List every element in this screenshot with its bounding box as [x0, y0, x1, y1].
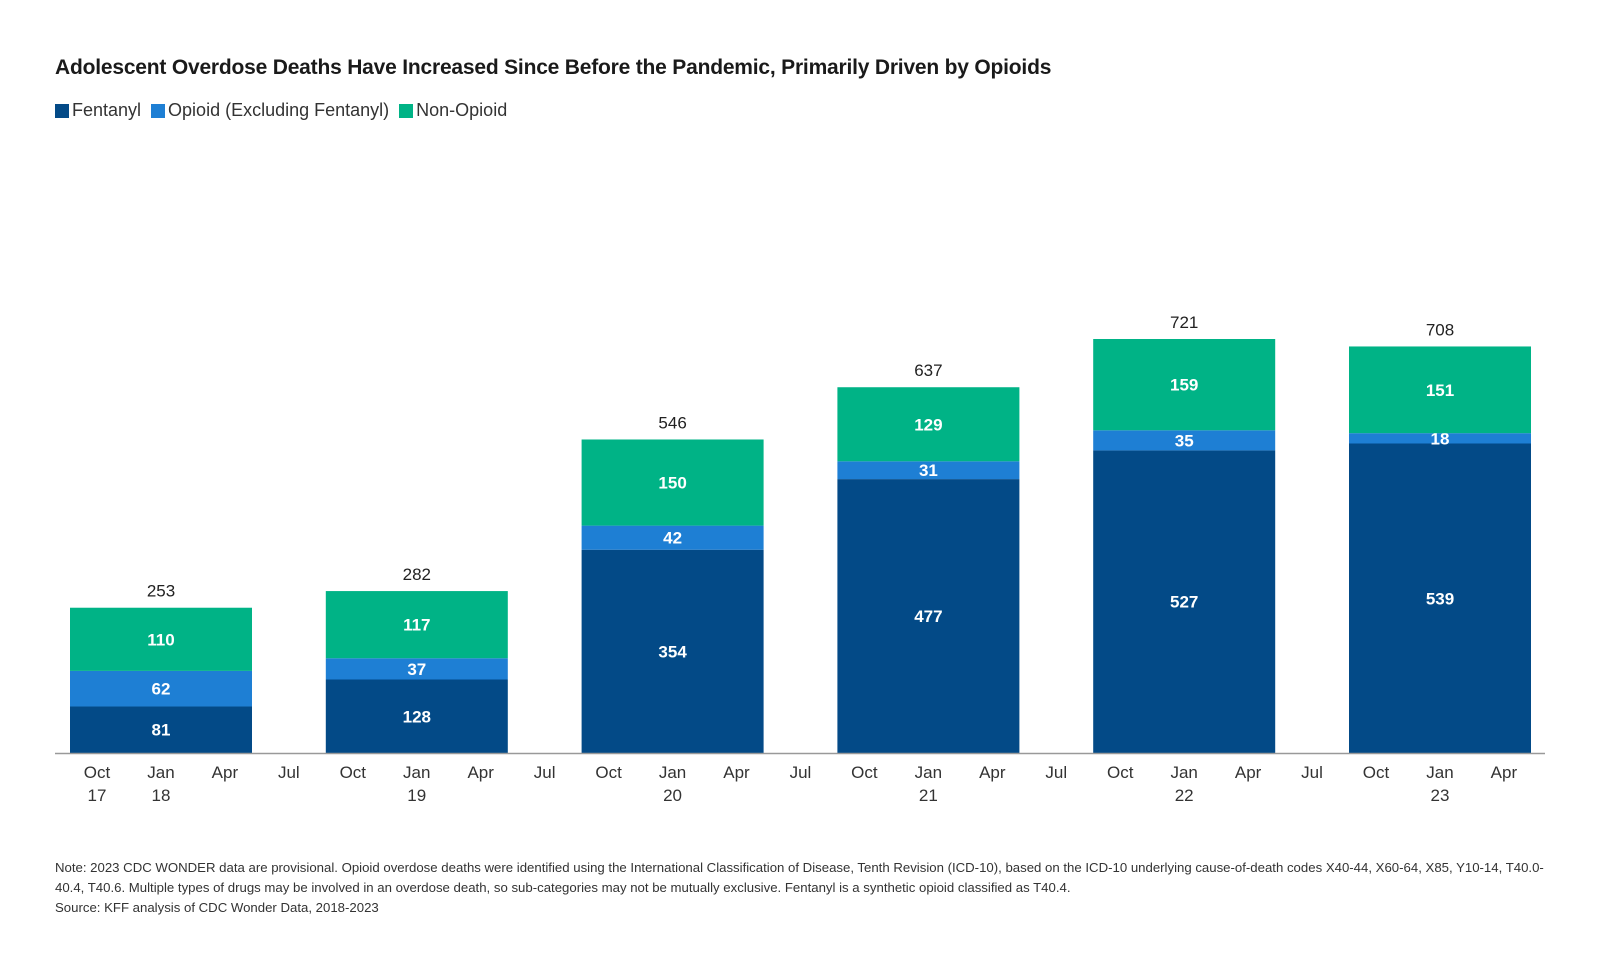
x-tick-month-label: Apr — [1491, 763, 1518, 782]
segment-value-label: 62 — [152, 680, 171, 699]
legend-label-fentanyl: Fentanyl — [72, 100, 142, 120]
legend-item-non-opioid[interactable]: Non-Opioid — [399, 100, 507, 121]
x-tick-month-label: Oct — [1107, 763, 1134, 782]
bar-total-label: 637 — [914, 361, 942, 380]
bar-segment-fentanyl[interactable] — [581, 549, 764, 753]
x-tick-month-label: Jan — [1170, 763, 1197, 782]
segment-value-label: 477 — [914, 607, 942, 626]
bar-segment-fentanyl[interactable] — [1349, 443, 1531, 753]
x-tick-month-label: Jul — [1301, 763, 1323, 782]
x-tick-year-label: 22 — [1175, 786, 1194, 805]
bar-segment-opioid-excluding-fentanyl[interactable] — [1093, 430, 1276, 451]
segment-value-label: 354 — [658, 642, 687, 661]
bar-segment-opioid-excluding-fentanyl[interactable] — [325, 658, 508, 680]
segment-value-label: 159 — [1170, 376, 1198, 395]
x-tick-month-label: Oct — [340, 763, 367, 782]
bar-total-label: 253 — [147, 582, 175, 601]
bar-segment-non-opioid[interactable] — [1093, 339, 1276, 431]
x-tick-month-label: Oct — [595, 763, 622, 782]
segment-value-label: 81 — [152, 721, 171, 740]
chart-source: Source: KFF analysis of CDC Wonder Data,… — [55, 900, 379, 915]
bar-segment-opioid-excluding-fentanyl[interactable] — [70, 670, 252, 707]
segment-value-label: 110 — [147, 630, 174, 649]
x-tick-month-label: Oct — [851, 763, 878, 782]
x-tick-month-label: Apr — [212, 763, 239, 782]
bar-segment-non-opioid[interactable] — [70, 607, 252, 671]
bar-segment-non-opioid[interactable] — [1349, 346, 1531, 434]
x-tick-month-label: Oct — [1363, 763, 1390, 782]
x-tick-month-label: Jan — [403, 763, 430, 782]
x-tick-month-label: Jan — [915, 763, 942, 782]
segment-value-label: 117 — [403, 616, 430, 635]
legend: Fentanyl Opioid (Excluding Fentanyl) Non… — [55, 100, 507, 121]
x-tick-month-label: Jan — [1426, 763, 1453, 782]
x-tick-year-label: 19 — [407, 786, 426, 805]
legend-item-fentanyl[interactable]: Fentanyl — [55, 100, 141, 121]
segment-value-label: 527 — [1170, 593, 1198, 612]
x-tick-month-label: Jul — [1045, 763, 1067, 782]
segment-value-label: 37 — [407, 660, 426, 679]
segment-value-label: 31 — [919, 461, 938, 480]
legend-swatch-fentanyl — [55, 103, 69, 118]
x-tick-year-label: 21 — [919, 786, 938, 805]
x-tick-month-label: Jul — [534, 763, 556, 782]
x-tick-month-label: Jul — [790, 763, 812, 782]
x-tick-month-label: Oct — [84, 763, 111, 782]
x-tick-year-label: 20 — [663, 786, 682, 805]
bar-segment-fentanyl[interactable] — [1093, 450, 1276, 753]
segment-value-label: 539 — [1426, 589, 1454, 608]
segment-value-label: 18 — [1431, 429, 1450, 448]
bar-segment-fentanyl[interactable] — [837, 479, 1020, 753]
chart-title: Adolescent Overdose Deaths Have Increase… — [55, 56, 1052, 79]
bar-segment-non-opioid[interactable] — [581, 439, 764, 526]
bar-total-label: 721 — [1170, 313, 1198, 332]
x-tick-year-label: 23 — [1430, 786, 1449, 805]
legend-swatch-non-opioid — [399, 103, 414, 118]
x-tick-year-label: 18 — [151, 786, 170, 805]
bar-segment-non-opioid[interactable] — [837, 387, 1020, 462]
x-tick-month-label: Jan — [147, 763, 174, 782]
x-tick-month-label: Apr — [1235, 763, 1262, 782]
x-tick-month-label: Apr — [979, 763, 1006, 782]
bar-total-label: 546 — [658, 413, 686, 432]
bar-segment-opioid-excluding-fentanyl[interactable] — [1349, 433, 1531, 444]
chart-note: Note: 2023 CDC WONDER data are provision… — [55, 860, 1544, 895]
bar-segment-fentanyl[interactable] — [325, 679, 508, 753]
segment-value-label: 128 — [403, 707, 431, 726]
bar-segment-fentanyl[interactable] — [70, 706, 252, 753]
segment-value-label: 151 — [1426, 381, 1454, 400]
x-tick-month-label: Jan — [659, 763, 686, 782]
x-tick-month-label: Apr — [467, 763, 494, 782]
bar-segment-opioid-excluding-fentanyl[interactable] — [581, 525, 764, 550]
legend-label-opioid: Opioid (Excluding Fentanyl) — [168, 100, 390, 120]
bar-total-label: 282 — [403, 565, 431, 584]
segment-value-label: 129 — [914, 415, 942, 434]
x-tick-year-label: 17 — [88, 786, 107, 805]
x-tick-month-label: Apr — [723, 763, 750, 782]
legend-swatch-opioid — [151, 103, 166, 118]
legend-item-opioid[interactable]: Opioid (Excluding Fentanyl) — [151, 100, 389, 121]
x-tick-month-label: Jul — [278, 763, 300, 782]
segment-value-label: 35 — [1175, 431, 1194, 450]
bar-segment-opioid-excluding-fentanyl[interactable] — [837, 461, 1020, 480]
bar-total-label: 708 — [1426, 320, 1454, 339]
segment-value-label: 150 — [658, 474, 686, 493]
legend-label-non-opioid: Non-Opioid — [416, 100, 508, 120]
bar-segment-non-opioid[interactable] — [325, 591, 508, 659]
segment-value-label: 42 — [663, 529, 682, 548]
